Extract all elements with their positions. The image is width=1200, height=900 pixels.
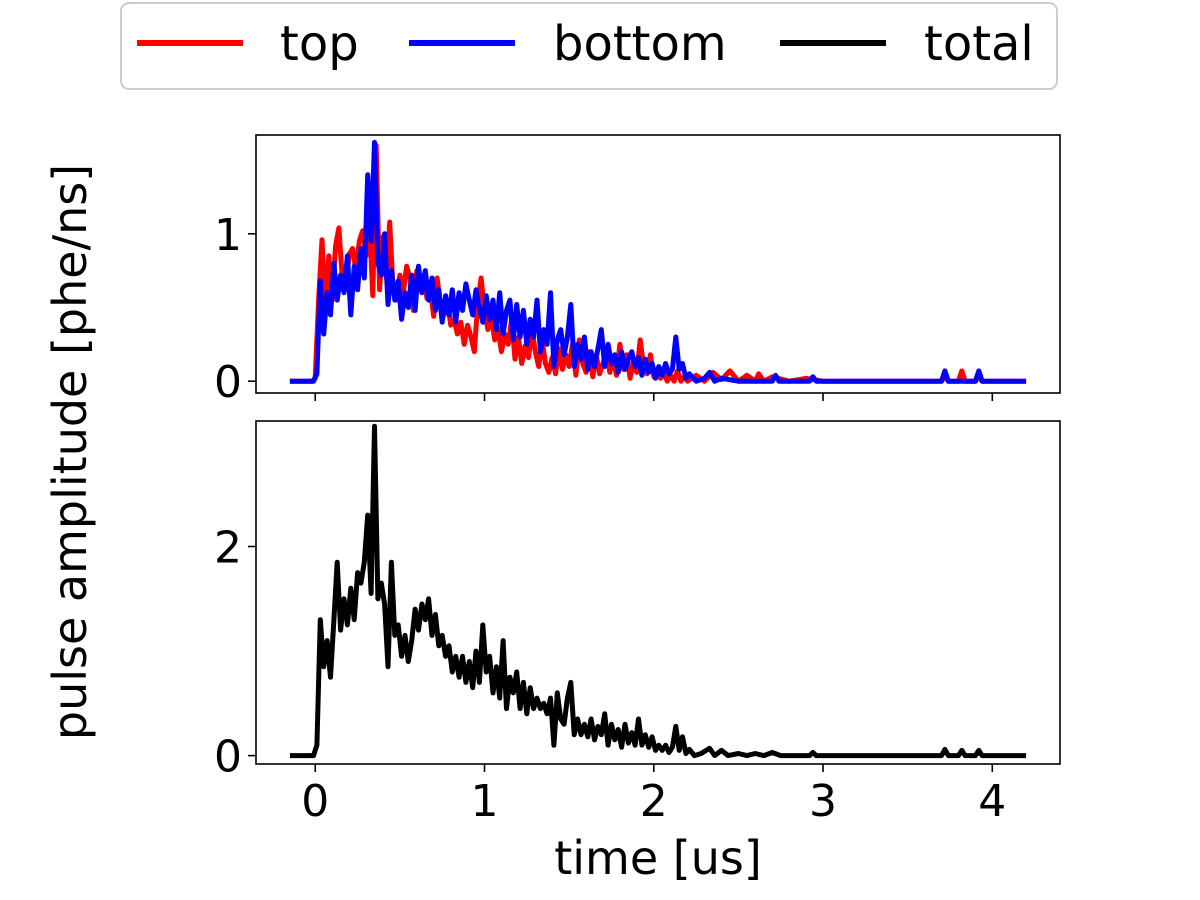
panel-bottom-series <box>289 423 1027 759</box>
y-axis-label: pulse amplitude [phe/ns] <box>43 164 97 740</box>
y-tick-label: 2 <box>214 522 242 573</box>
y-tick-label: 1 <box>214 210 242 261</box>
legend-label-bottom: bottom <box>553 16 727 72</box>
y-tick-label: 0 <box>214 357 242 408</box>
panel-top-series <box>289 139 1027 384</box>
x-tick-label: 3 <box>809 776 837 827</box>
x-tick-label: 2 <box>640 776 668 827</box>
series-line-total <box>289 423 1027 759</box>
legend-entry-top: top <box>137 16 359 72</box>
x-tick-label: 4 <box>978 776 1006 827</box>
x-tick-label: 0 <box>301 776 329 827</box>
panel-top: 01 <box>214 134 1061 408</box>
legend: top bottom total <box>120 2 1058 90</box>
x-axis-label: time [us] <box>554 831 762 885</box>
legend-label-total: total <box>924 16 1034 72</box>
series-line-bottom <box>289 139 1027 384</box>
panel-bottom-ticks: 0 1 2 3 4 0 2 <box>214 522 1006 827</box>
y-tick-label: 0 <box>214 732 242 783</box>
legend-label-top: top <box>280 16 359 72</box>
x-tick-label: 1 <box>471 776 499 827</box>
legend-entry-bottom: bottom <box>409 16 727 72</box>
legend-entry-total: total <box>780 16 1034 72</box>
panel-bottom: 0 1 2 3 4 0 2 <box>214 420 1061 827</box>
legend-frame <box>120 2 1058 90</box>
panel-top-ticks: 01 <box>214 210 994 408</box>
